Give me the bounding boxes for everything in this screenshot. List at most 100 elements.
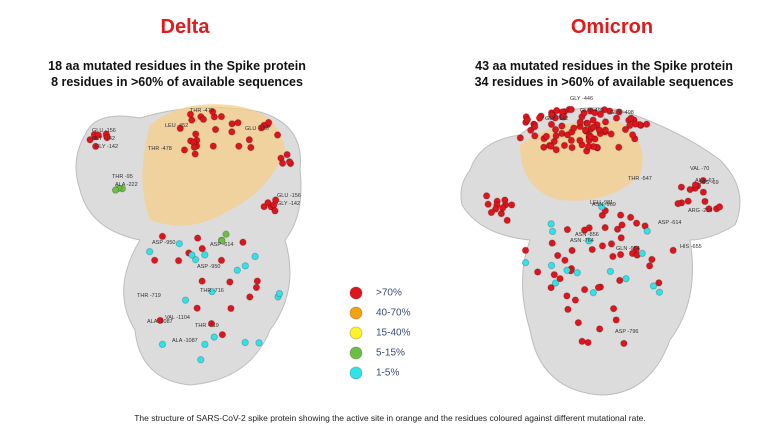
- residue-label: LEU -452: [165, 123, 188, 129]
- residue-label: ALA -67: [695, 178, 715, 184]
- residue-marker: [208, 108, 217, 116]
- residue-marker: [201, 340, 209, 349]
- residue-marker: [247, 143, 255, 152]
- residue-marker: [278, 159, 287, 167]
- residue-marker: [201, 251, 209, 259]
- legend-label: 5-15%: [376, 348, 405, 359]
- residue-label: ASP -950: [197, 264, 220, 270]
- residue-marker: [217, 256, 226, 265]
- residue-marker: [111, 186, 120, 194]
- residue-marker: [521, 258, 530, 267]
- residue-label: THR -478: [148, 146, 172, 152]
- residue-marker: [612, 114, 621, 122]
- panel-subtitle: 43 aa mutated residues in the Spike prot…: [475, 59, 733, 73]
- residue-marker: [626, 121, 634, 130]
- residue-marker: [616, 250, 625, 259]
- residue-marker: [609, 304, 618, 313]
- residue-label: GLY -142: [277, 201, 300, 207]
- residue-marker: [175, 239, 184, 248]
- residue-marker: [585, 237, 593, 245]
- residue-marker: [601, 223, 609, 232]
- residue-marker: [553, 251, 562, 260]
- residue-marker: [193, 234, 202, 242]
- residue-marker: [181, 296, 190, 304]
- residue-marker: [574, 318, 583, 327]
- residue-marker: [627, 114, 635, 122]
- residue-marker: [246, 293, 254, 301]
- residue-marker: [492, 205, 500, 213]
- active-site: [520, 120, 643, 201]
- residue-label: ASP -614: [658, 220, 681, 226]
- residue-marker: [618, 221, 626, 229]
- residue-marker: [547, 120, 556, 129]
- residue-marker: [521, 246, 530, 255]
- residue-marker: [484, 200, 492, 208]
- panel-subtitle: 34 residues in >60% of available sequenc…: [475, 75, 734, 89]
- residue-marker: [503, 216, 511, 225]
- residue-marker: [186, 110, 195, 119]
- residue-marker: [482, 192, 491, 200]
- residue-marker: [677, 183, 686, 191]
- residue-marker: [533, 268, 542, 276]
- residue-marker: [283, 150, 291, 159]
- residue-marker: [271, 196, 280, 204]
- residue-marker: [701, 197, 709, 206]
- residue-marker: [684, 197, 692, 205]
- residue-marker: [587, 133, 595, 141]
- residue-marker: [595, 325, 604, 333]
- residue-label: GLU -156: [277, 193, 301, 199]
- residue-marker: [598, 203, 606, 211]
- residue-label: ASN -969: [592, 202, 616, 208]
- residue-label: ALA -1087: [172, 338, 198, 344]
- residue-marker: [576, 136, 584, 145]
- residue-marker: [91, 142, 100, 151]
- residue-marker: [669, 246, 677, 255]
- legend-label: 15-40%: [376, 328, 411, 339]
- residue-marker: [174, 256, 183, 265]
- residue-marker: [547, 111, 556, 119]
- residue-marker: [615, 143, 623, 152]
- residue-marker: [198, 277, 206, 285]
- residue-marker: [573, 268, 581, 277]
- residue-marker: [260, 202, 268, 211]
- residue-marker: [563, 266, 571, 274]
- residue-label: GLN -498: [610, 110, 634, 116]
- residue-marker: [252, 283, 261, 292]
- residue-marker: [198, 244, 206, 253]
- residue-marker: [208, 287, 216, 296]
- residue-marker: [606, 267, 615, 276]
- residue-marker: [239, 238, 247, 246]
- residue-marker: [251, 252, 259, 261]
- residue-marker: [234, 118, 242, 127]
- residue-labels: GLU -156 GLY -142 THR -478 LEU -452 GLU -156…: [92, 96, 719, 344]
- panel-title: Omicron: [571, 16, 653, 38]
- residue-markers: [86, 105, 724, 364]
- residue-marker: [598, 242, 607, 250]
- residue-marker: [516, 134, 525, 142]
- residue-marker: [561, 256, 569, 264]
- residue-marker: [264, 199, 272, 207]
- residue-marker: [190, 143, 198, 151]
- residue-label: ALA -222: [115, 182, 138, 188]
- residue-marker: [560, 113, 568, 121]
- residue-marker: [535, 114, 544, 122]
- residue-marker: [255, 339, 263, 347]
- residue-marker: [674, 199, 682, 208]
- residue-label: THR -547: [628, 176, 652, 182]
- residue-marker: [498, 204, 507, 212]
- legend-label: 1-5%: [376, 368, 399, 379]
- residue-marker: [571, 296, 580, 304]
- residue-marker: [601, 118, 610, 126]
- residue-marker: [645, 262, 654, 270]
- residue-marker: [233, 266, 241, 274]
- residue-marker: [576, 118, 584, 126]
- panel-subtitle: 18 aa mutated residues in the Spike prot…: [48, 59, 306, 73]
- residue-marker: [642, 120, 651, 128]
- residue-label: THR -95: [112, 174, 133, 180]
- residue-marker: [211, 125, 220, 134]
- residue-marker: [607, 130, 615, 138]
- residue-marker: [547, 261, 556, 270]
- panel-subtitle: 8 residues in >60% of available sequence…: [51, 75, 303, 89]
- residue-marker: [567, 105, 576, 114]
- residue-marker: [218, 330, 227, 339]
